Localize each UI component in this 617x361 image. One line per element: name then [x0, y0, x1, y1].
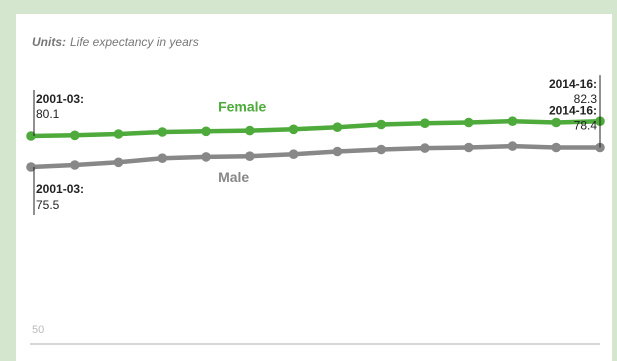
annotation-layer: 2001-03:80.12014-16:82.32001-03:75.52014… [33, 75, 601, 215]
units-note: Units: Life expectancy in years [32, 35, 199, 49]
annotation-period-male-last: 2014-16: [549, 103, 597, 117]
data-point-male [507, 141, 518, 151]
life-expectancy-chart: Units: Life expectancy in years 50 Female… [26, 35, 605, 345]
data-point-female [507, 116, 518, 126]
y-tick-label: 50 [32, 324, 44, 336]
annotation-value-female-first: 80.1 [36, 107, 60, 121]
data-point-male [26, 162, 36, 172]
data-point-male [595, 142, 605, 153]
units-text: Life expectancy in years [70, 35, 199, 49]
axis-layer: 50 [30, 324, 600, 345]
data-point-female [420, 118, 430, 128]
data-point-male [376, 144, 387, 155]
series-label-female: Female [218, 98, 266, 114]
annotation-period-female-first: 2001-03: [36, 92, 84, 106]
annotation-value-male-last: 78.4 [574, 118, 598, 132]
data-point-male [288, 149, 299, 159]
data-point-male [201, 152, 211, 162]
series-line-female [28, 118, 603, 139]
series-line-male [28, 143, 603, 170]
data-point-female [157, 127, 168, 137]
data-point-female [376, 119, 387, 130]
data-point-male [420, 143, 430, 153]
data-point-male [157, 153, 168, 163]
data-point-male [113, 157, 124, 168]
data-point-female [551, 117, 561, 128]
annotation-value-male-first: 75.5 [36, 198, 60, 212]
series-layer: Female Male [26, 98, 605, 185]
data-point-male [70, 160, 80, 170]
chart-panel: Units: Life expectancy in years 50 Female… [16, 14, 612, 361]
data-point-female [113, 129, 124, 139]
data-point-male [551, 142, 561, 153]
data-point-female [463, 117, 474, 128]
data-point-female [70, 130, 80, 141]
annotation-value-female-last: 82.3 [574, 92, 598, 106]
data-point-female [332, 122, 343, 132]
data-point-female [26, 131, 36, 141]
data-point-female [201, 126, 211, 137]
series-label-male: Male [218, 169, 249, 185]
units-label: Units: [32, 35, 66, 49]
data-point-male [463, 142, 474, 153]
annotation-period-male-first: 2001-03: [36, 182, 84, 196]
annotation-period-female-last: 2014-16: [549, 77, 597, 91]
data-point-male [332, 146, 343, 157]
data-point-male [245, 151, 255, 161]
data-point-female [245, 125, 255, 136]
data-point-female [288, 124, 299, 135]
